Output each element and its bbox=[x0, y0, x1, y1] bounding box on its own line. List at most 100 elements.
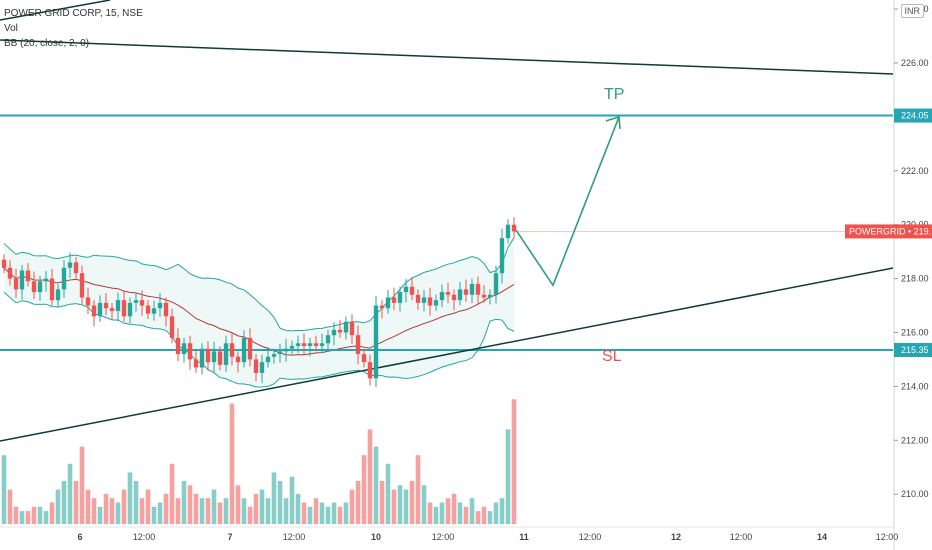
candle-body bbox=[205, 348, 211, 363]
volume-bar bbox=[301, 502, 307, 524]
volume-bar bbox=[151, 506, 157, 524]
volume-bar bbox=[19, 511, 25, 524]
candle-body bbox=[91, 305, 97, 317]
volume-bar bbox=[211, 489, 217, 524]
candle-body bbox=[343, 321, 349, 333]
candle-body bbox=[103, 302, 109, 309]
candle-body bbox=[325, 335, 331, 344]
volume-bar bbox=[457, 502, 463, 524]
volume-bar bbox=[415, 455, 421, 524]
volume-bar bbox=[43, 511, 49, 524]
currency-badge[interactable]: INR bbox=[900, 4, 924, 18]
volume-bar bbox=[223, 498, 229, 524]
candle-body bbox=[505, 224, 511, 239]
candle-body bbox=[151, 308, 157, 314]
vol-label: Vol bbox=[4, 23, 18, 34]
volume-bar bbox=[169, 463, 175, 524]
candle-body bbox=[403, 286, 409, 293]
candle-body bbox=[85, 297, 91, 306]
x-tick-label: 11 bbox=[519, 532, 529, 542]
candle-body bbox=[373, 305, 379, 379]
volume-bar bbox=[409, 481, 415, 524]
volume-bar bbox=[511, 399, 517, 524]
candle-body bbox=[67, 262, 73, 268]
candle-body bbox=[481, 294, 487, 298]
level-price-label: 215.35 bbox=[901, 345, 929, 355]
volume-bar bbox=[37, 506, 43, 524]
volume-bar bbox=[337, 506, 343, 524]
candle-body bbox=[289, 345, 295, 349]
volume-bar bbox=[61, 481, 67, 524]
volume-bar bbox=[475, 511, 481, 524]
candle-body bbox=[271, 354, 277, 357]
candle-body bbox=[37, 281, 43, 293]
last-price-tag bbox=[845, 224, 932, 239]
volume-bar bbox=[235, 485, 241, 524]
candle-body bbox=[301, 343, 307, 346]
candle-body bbox=[463, 289, 469, 295]
candle-body bbox=[97, 302, 103, 317]
candle-body bbox=[49, 278, 55, 301]
volume-bar bbox=[253, 493, 259, 524]
candle-body bbox=[127, 302, 133, 317]
volume-bar bbox=[91, 498, 97, 524]
volume-bar bbox=[289, 476, 295, 524]
candle-body bbox=[109, 308, 115, 311]
volume-bar bbox=[469, 498, 475, 524]
candle-body bbox=[319, 343, 325, 346]
volume-bar bbox=[427, 502, 433, 524]
volume-bar bbox=[331, 502, 337, 524]
volume-bar bbox=[115, 502, 121, 524]
candle-body bbox=[451, 294, 457, 301]
x-tick-label: 10 bbox=[371, 532, 381, 542]
candle-body bbox=[385, 297, 391, 309]
volume-bar bbox=[259, 489, 265, 524]
x-tick-label: 12:00 bbox=[133, 532, 156, 542]
candle-body bbox=[259, 362, 265, 373]
candle-body bbox=[361, 354, 367, 363]
volume-bar bbox=[229, 403, 235, 524]
volume-bar bbox=[505, 429, 511, 524]
upper-trendline-segment bbox=[0, 0, 111, 21]
projection-path bbox=[515, 116, 620, 288]
volume-bar bbox=[313, 498, 319, 524]
candle-body bbox=[25, 270, 31, 282]
candle-body bbox=[247, 337, 253, 360]
y-tick-label: 216.00 bbox=[901, 328, 929, 338]
volume-bar bbox=[187, 485, 193, 524]
candle-body bbox=[163, 302, 169, 317]
candle-body bbox=[379, 305, 385, 309]
candle-body bbox=[193, 359, 199, 368]
volume-bar bbox=[451, 493, 457, 524]
bollinger-basis bbox=[3, 267, 515, 356]
volume-bar bbox=[481, 506, 487, 524]
volume-bar bbox=[109, 498, 115, 524]
x-tick-label: 7 bbox=[227, 532, 232, 542]
projection-arrowhead bbox=[605, 115, 621, 129]
volume-bar bbox=[25, 511, 31, 524]
volume-bar bbox=[385, 463, 391, 524]
candle-body bbox=[223, 343, 229, 365]
volume-bar bbox=[343, 502, 349, 524]
volume-bar bbox=[421, 485, 427, 524]
candle-body bbox=[307, 343, 313, 346]
volume-bar bbox=[265, 498, 271, 524]
chart-legend: POWER GRID CORP, 15, NSE Vol BB (20, clo… bbox=[4, 6, 143, 51]
volume-bar bbox=[325, 506, 331, 524]
bb-label: BB (20, close, 2, 0) bbox=[4, 38, 90, 49]
volume-bar bbox=[121, 489, 127, 524]
level-price-label: 224.05 bbox=[901, 111, 929, 121]
volume-bar bbox=[133, 481, 139, 524]
volume-bar bbox=[247, 506, 253, 524]
candle-body bbox=[79, 273, 85, 298]
lower-trendline bbox=[0, 267, 894, 442]
candle-body bbox=[175, 337, 181, 355]
candle-body bbox=[253, 359, 259, 373]
volume-bar bbox=[55, 489, 61, 524]
candle-body bbox=[313, 343, 319, 346]
x-tick-label: 12:00 bbox=[730, 532, 753, 542]
y-tick-label: 212.00 bbox=[901, 435, 929, 445]
volume-bar bbox=[163, 493, 169, 524]
volume-bar bbox=[439, 502, 445, 524]
